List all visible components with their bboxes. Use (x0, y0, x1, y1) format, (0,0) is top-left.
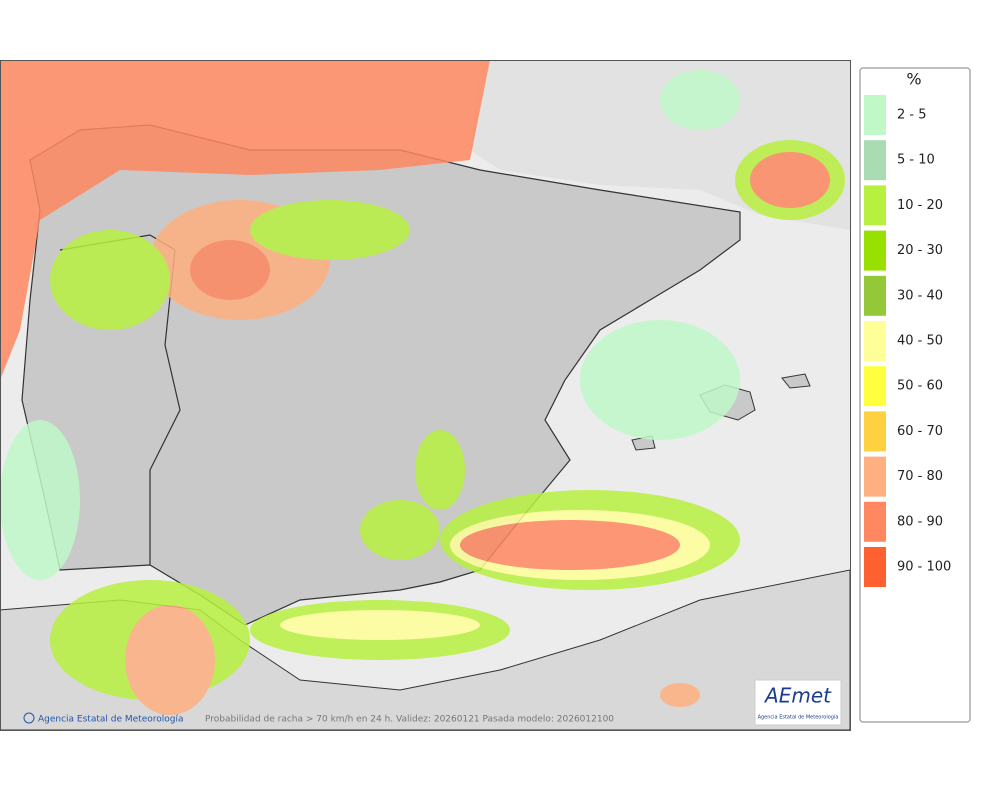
menorca (781, 373, 811, 389)
legend-swatch (864, 366, 886, 407)
legend-label: 20 - 30 (897, 243, 943, 258)
legend-title: % (906, 70, 921, 89)
legend: % 2 - 5 5 - 10 10 - 20 20 - 30 30 - 40 40 - 5… (859, 67, 971, 723)
legend-label: 5 - 10 (897, 153, 935, 168)
legend-box (859, 67, 971, 723)
legend-label: 2 - 5 (897, 108, 927, 123)
legend-swatch (864, 547, 886, 587)
legend-swatch (864, 456, 886, 497)
logo-name: AEmet (763, 684, 832, 708)
legend-label: 90 - 100 (897, 560, 951, 575)
legend-swatch (864, 95, 886, 135)
legend-swatch (864, 501, 886, 542)
probability-overlay (1, 61, 845, 715)
legend-label: 40 - 50 (897, 334, 943, 349)
map: Agencia Estatal de Meteorología Probabil… (0, 60, 851, 731)
legend-label: 50 - 60 (897, 379, 943, 394)
legend-swatch (864, 411, 886, 452)
logo-box (754, 679, 842, 726)
legend-label: 80 - 90 (897, 514, 943, 529)
legend-label: 70 - 80 (897, 469, 943, 484)
legend-swatch (864, 140, 886, 181)
legend-label: 60 - 70 (897, 424, 943, 439)
copyright-icon (23, 712, 35, 724)
legend-swatch (864, 275, 886, 316)
legend-swatch (864, 321, 886, 361)
legend-label: 30 - 40 (897, 288, 943, 303)
legend-swatch (864, 185, 886, 226)
legend-label: 10 - 20 (897, 198, 943, 213)
caption: Probabilidad de racha > 70 km/h en 24 h.… (205, 715, 614, 725)
portugal-border (59, 234, 181, 565)
logo-subtitle: Agencia Estatal de Meteorología (758, 714, 839, 721)
credit: Agencia Estatal de Meteorología (38, 715, 184, 725)
legend-swatch (864, 230, 886, 271)
